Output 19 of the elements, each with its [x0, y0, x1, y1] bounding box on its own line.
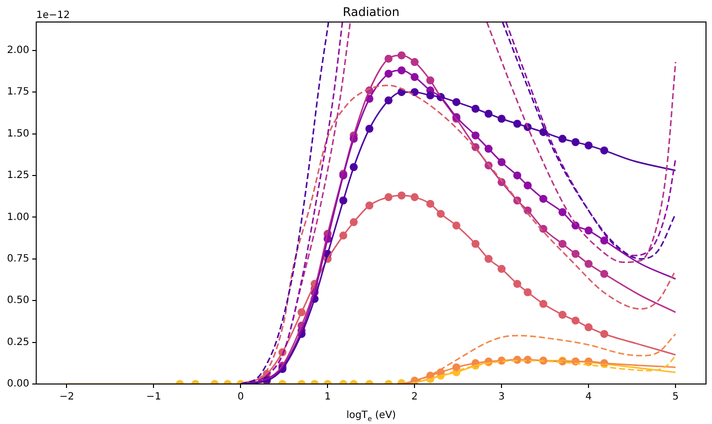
- x-tick-label: 5: [672, 392, 679, 403]
- y-tick-label: 0.25: [7, 336, 30, 348]
- y-tick-label: 0.50: [7, 295, 30, 306]
- chart-title: Radiation: [342, 5, 400, 19]
- y-tick-label: 1.75: [7, 86, 30, 98]
- x-tick-label: −2: [59, 392, 74, 403]
- x-tick-label: 3: [498, 392, 505, 403]
- y-tick-label: 1.00: [7, 212, 30, 223]
- text: 1e−12: [36, 10, 70, 21]
- x-tick-label: 4: [585, 392, 592, 403]
- x-tick-label: 0: [237, 392, 244, 403]
- y-tick-label: 2.00: [7, 44, 30, 56]
- y-tick-label: 1.25: [7, 170, 30, 182]
- x-tick-label: 2: [411, 392, 418, 403]
- y-tick-label: 0.00: [7, 378, 30, 390]
- x-tick-label: 1: [324, 392, 331, 403]
- y-tick-label: 1.50: [7, 128, 30, 140]
- y-tick-label: 0.75: [7, 253, 30, 264]
- x-tick-label: −1: [146, 392, 162, 403]
